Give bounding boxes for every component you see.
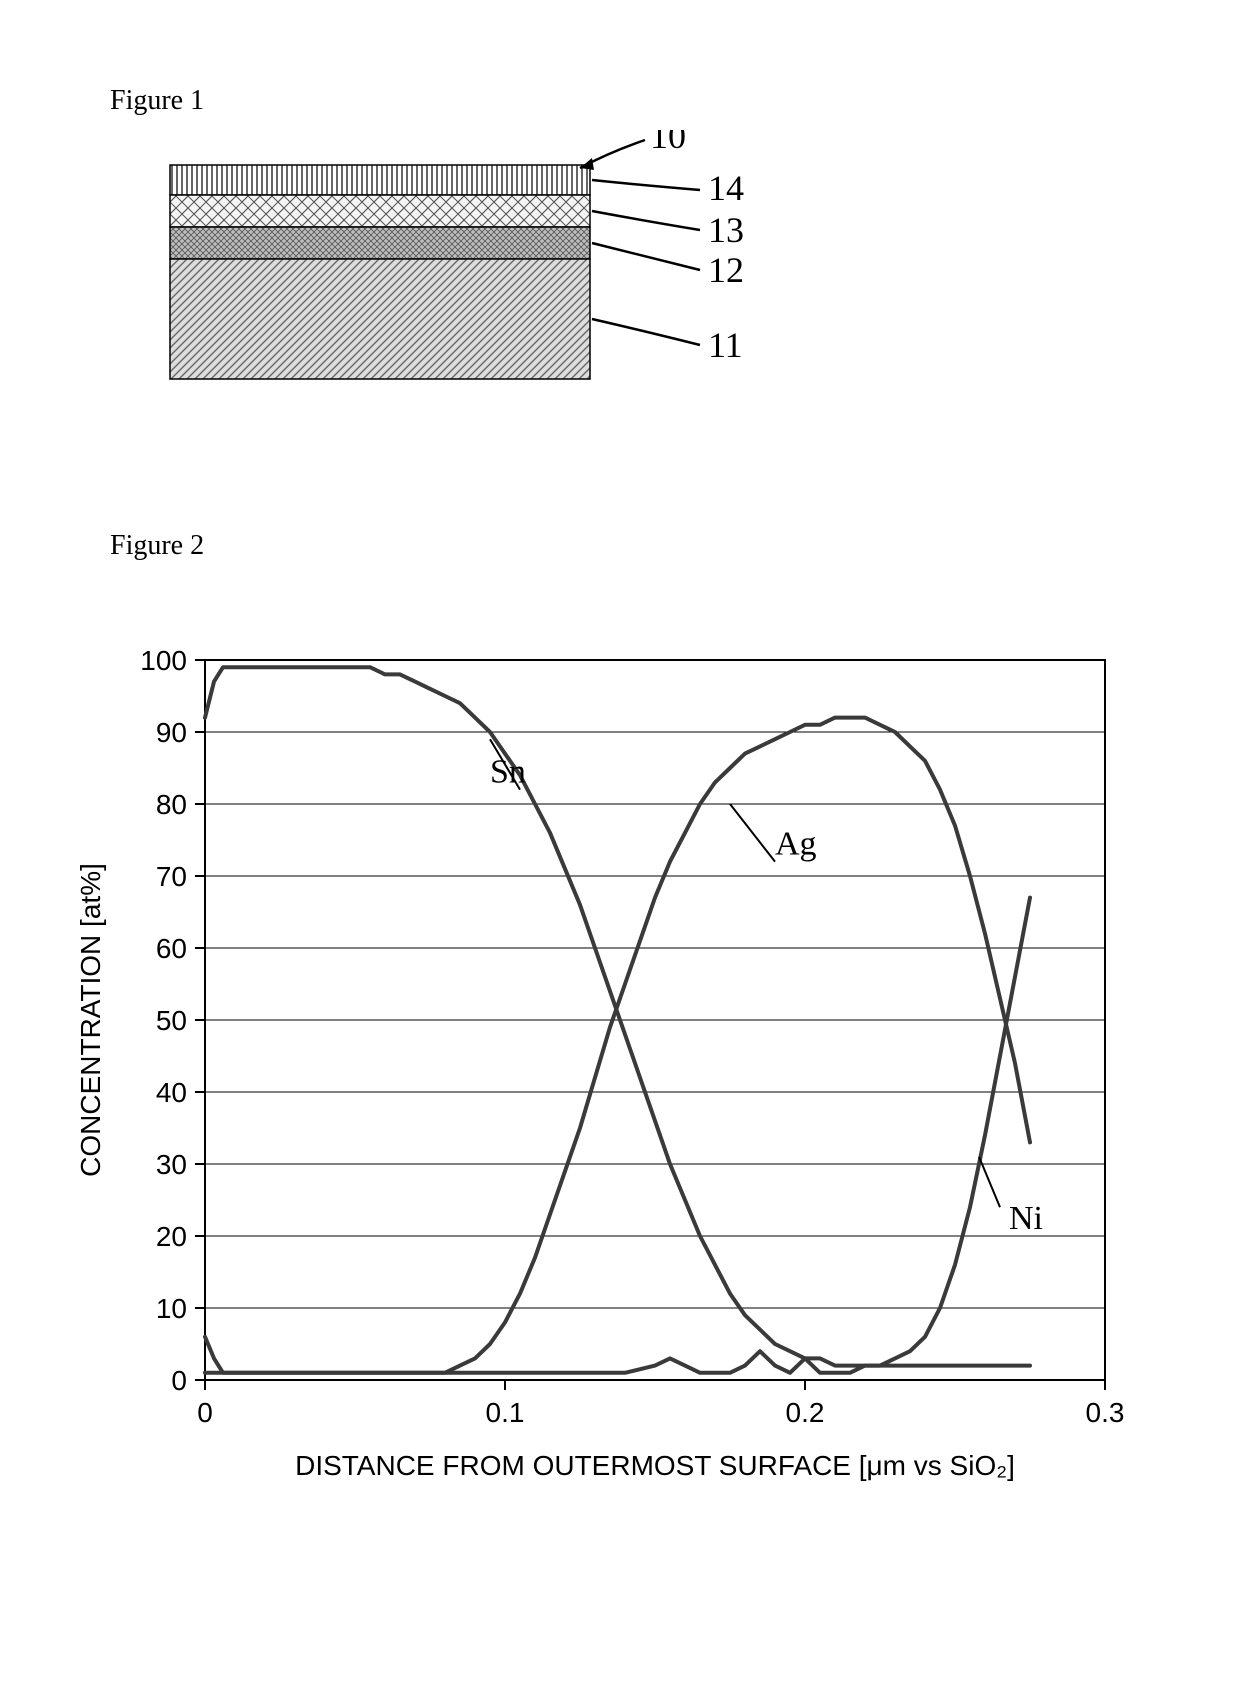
svg-text:0: 0 — [197, 1397, 213, 1428]
callout-11-text: 11 — [708, 325, 743, 365]
callout-13-text: 13 — [708, 210, 744, 250]
svg-text:30: 30 — [156, 1149, 187, 1180]
series-Ni — [205, 898, 1030, 1373]
svg-text:50: 50 — [156, 1005, 187, 1036]
figure1-label: Figure 1 — [110, 85, 204, 117]
series-label-Ni: Ni — [1009, 1200, 1043, 1237]
svg-text:90: 90 — [156, 717, 187, 748]
layer-13 — [170, 195, 590, 227]
callout-10-text: 10 — [650, 130, 686, 156]
figure1-diagram: 10 14 13 12 11 — [140, 130, 840, 450]
svg-text:0.3: 0.3 — [1086, 1397, 1125, 1428]
leader-13 — [592, 211, 700, 230]
svg-text:10: 10 — [156, 1293, 187, 1324]
leader-11 — [592, 319, 700, 345]
callout-12-text: 12 — [708, 250, 744, 290]
chart-svg: 0 0.1 0.2 0.3 0 10 20 30 40 50 60 70 80 90 100 Sn Ag Ni DI… — [60, 620, 1180, 1570]
layer-11 — [170, 259, 590, 379]
callout-arrowhead-10 — [580, 158, 594, 170]
figure2-chart: 0 0.1 0.2 0.3 0 10 20 30 40 50 60 70 80 90 100 Sn Ag Ni DI… — [60, 620, 1180, 1575]
series-Sn — [205, 667, 1030, 1365]
x-axis-label: DISTANCE FROM OUTERMOST SURFACE [μm vs S… — [295, 1450, 1015, 1481]
svg-text:20: 20 — [156, 1221, 187, 1252]
svg-text:70: 70 — [156, 861, 187, 892]
layer-12 — [170, 227, 590, 259]
svg-text:0.2: 0.2 — [786, 1397, 825, 1428]
series-Ag — [205, 718, 1030, 1373]
leader-14 — [592, 180, 700, 190]
svg-text:0.1: 0.1 — [486, 1397, 525, 1428]
svg-text:60: 60 — [156, 933, 187, 964]
leader-12 — [592, 243, 700, 270]
svg-text:80: 80 — [156, 789, 187, 820]
svg-text:40: 40 — [156, 1077, 187, 1108]
svg-text:100: 100 — [140, 645, 187, 676]
series-label-Ag: Ag — [775, 825, 817, 862]
figure2-label: Figure 2 — [110, 530, 204, 562]
svg-text:0: 0 — [171, 1365, 187, 1396]
callout-14-text: 14 — [708, 168, 744, 208]
y-axis-label: CONCENTRATION [at%] — [75, 863, 106, 1177]
layer-14 — [170, 165, 590, 195]
series-label-Sn: Sn — [490, 753, 526, 790]
leader-Ag — [730, 804, 775, 862]
